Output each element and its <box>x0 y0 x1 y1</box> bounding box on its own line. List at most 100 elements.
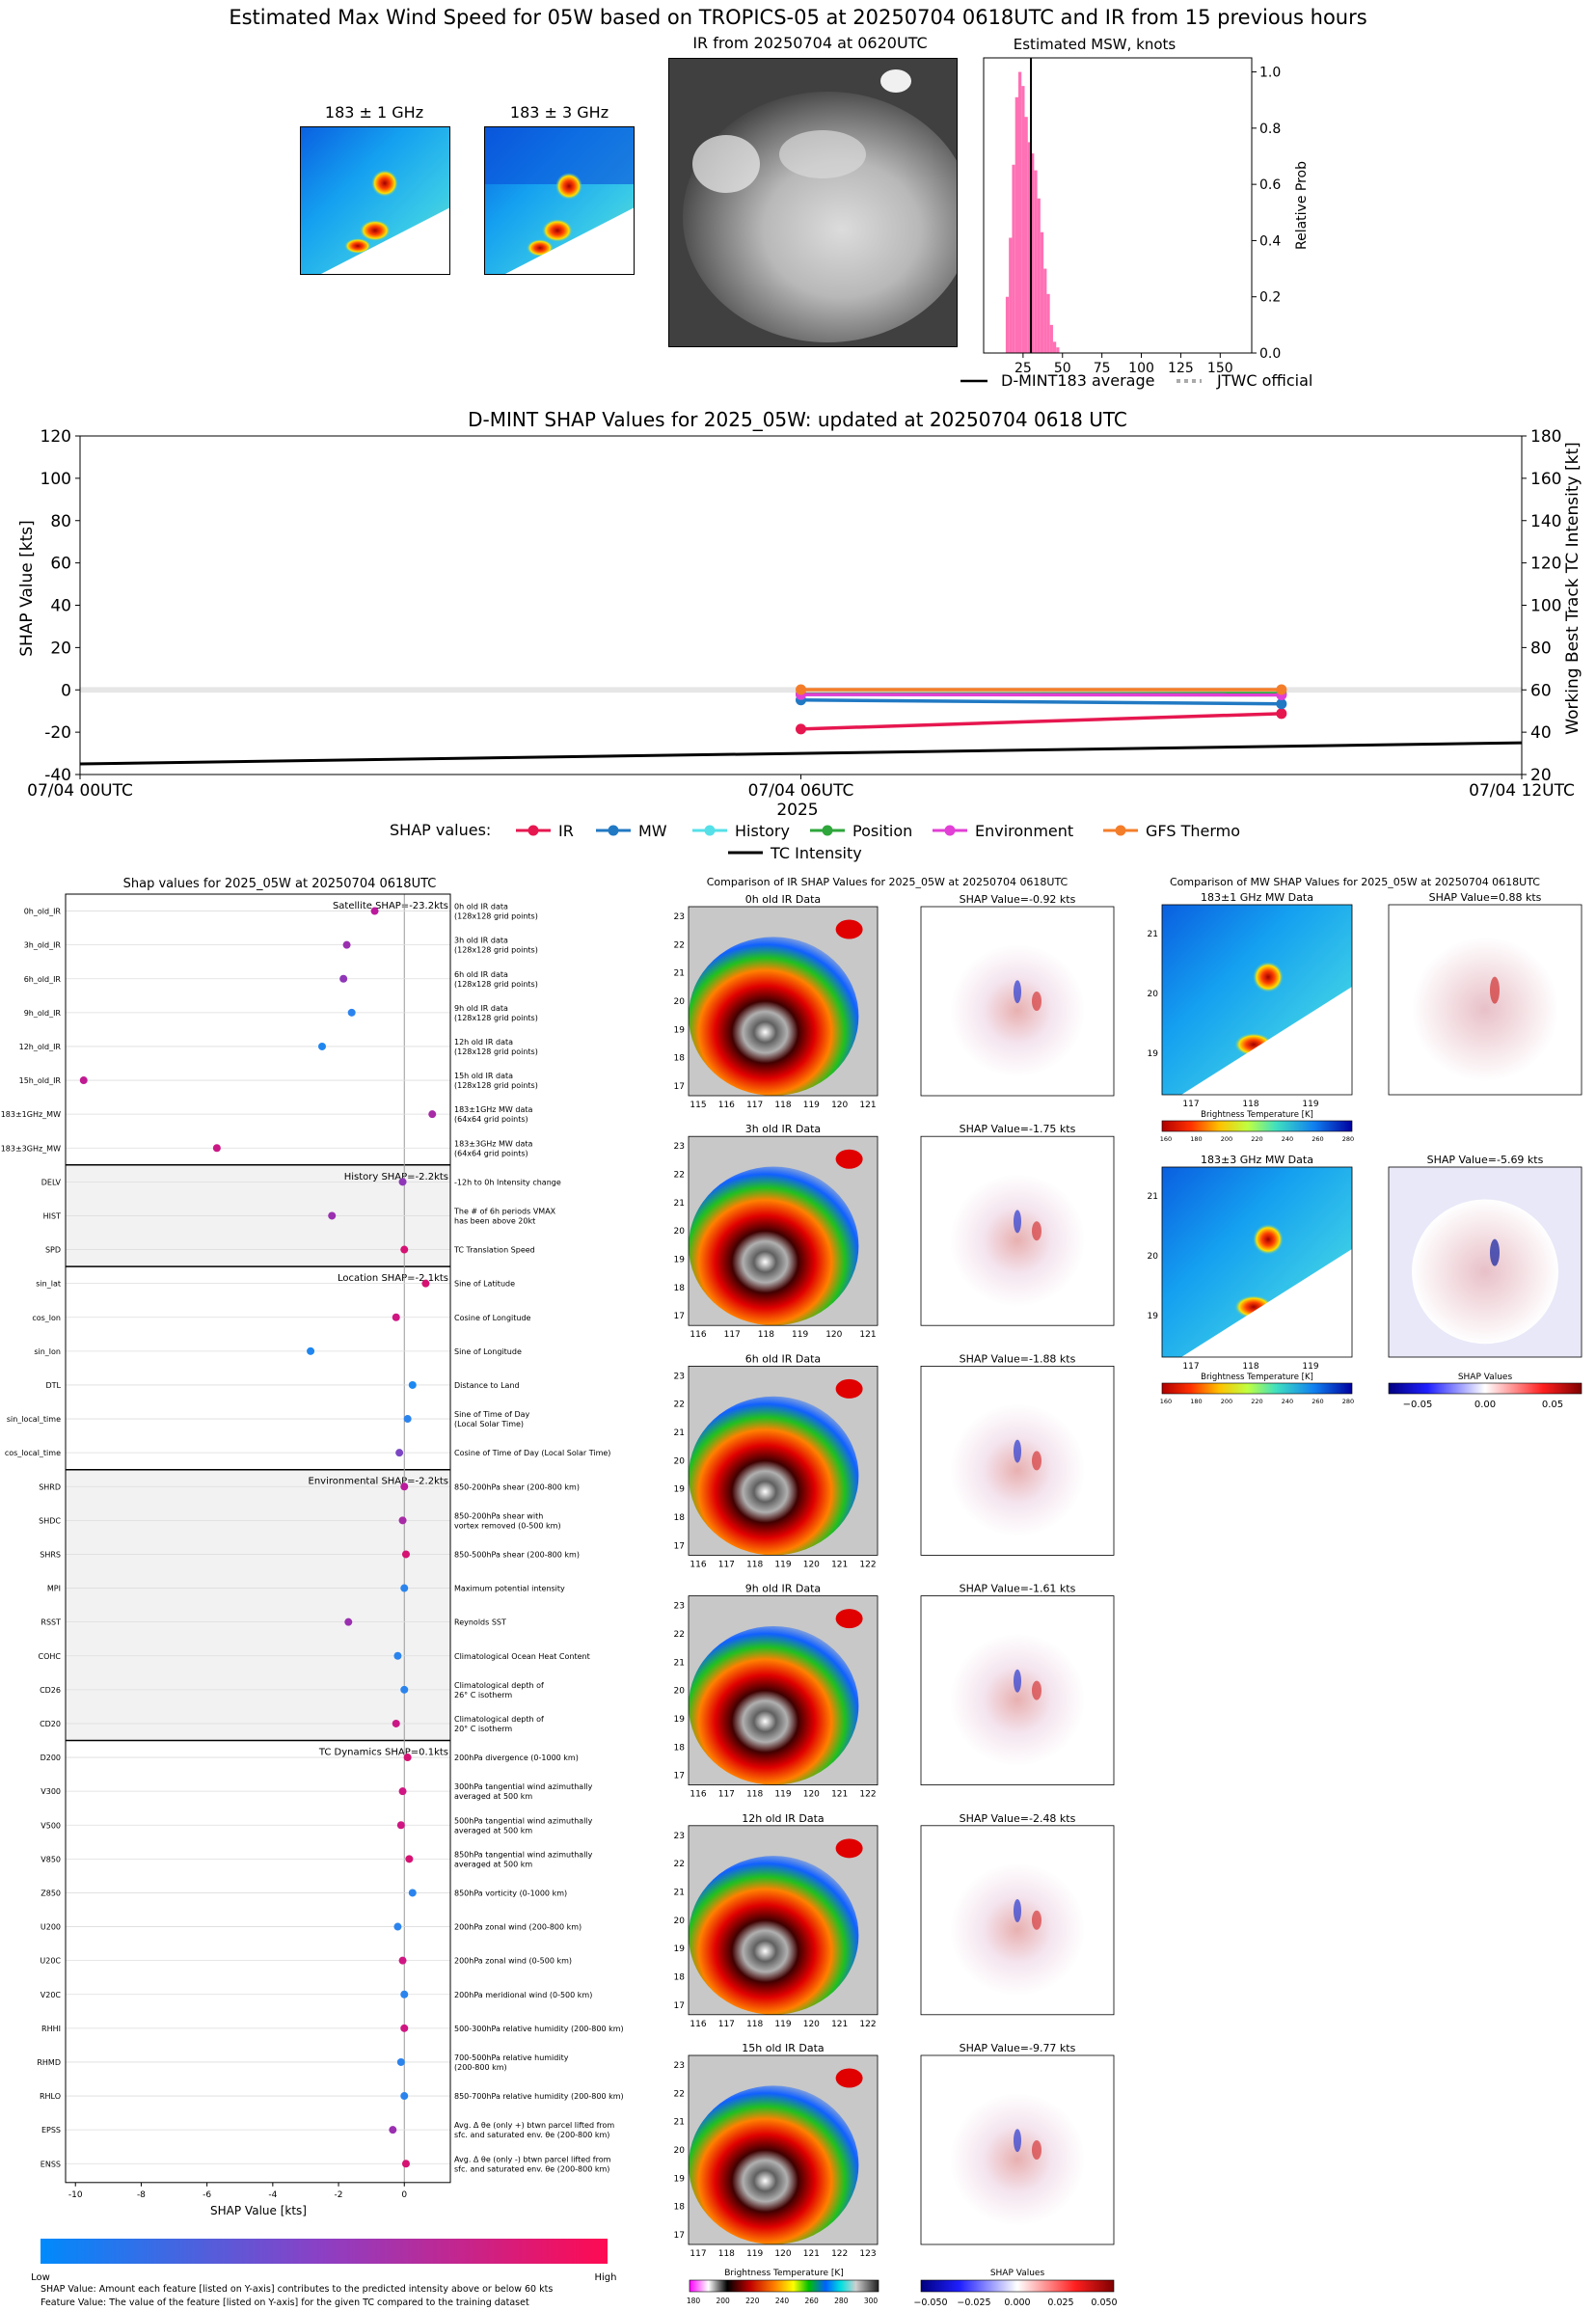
ir-ytick-label: 17 <box>674 1772 685 1781</box>
ir-cb-tick: 180 <box>687 2297 701 2305</box>
legend-label-ir: IR <box>558 822 574 840</box>
ir-panel-storm <box>689 1166 859 1326</box>
ir-ytick-label: 20 <box>674 2146 686 2156</box>
hist-ytick-label: 0.4 <box>1259 233 1281 249</box>
ts-xtick-label: 07/04 00UTC <box>27 781 133 801</box>
cb-high-label: High <box>595 2272 617 2283</box>
feature-desc: (128x128 grid points) <box>454 1014 538 1022</box>
feature-desc: (128x128 grid points) <box>454 946 538 955</box>
feature-dot <box>396 1821 405 1830</box>
ir-xtick-label: 121 <box>859 1101 876 1110</box>
ir-ytick-label: 22 <box>674 1400 685 1410</box>
shap-panel-frame <box>920 2054 1115 2245</box>
ir-ytick-label: 19 <box>674 1715 686 1725</box>
ir-xtick-label: 120 <box>803 1560 820 1569</box>
mw-xtick-label: 119 <box>1302 1100 1318 1109</box>
ir-ytick-label: 18 <box>674 1972 686 1982</box>
series-line-tc-intensity <box>79 741 1523 766</box>
hist-bar-11 <box>1040 231 1044 353</box>
mw-cb-tick: 160 <box>1160 1135 1172 1143</box>
shap-panel-title: SHAP Value=-0.92 kts <box>960 893 1076 906</box>
feature-desc: (200-800 km) <box>454 2063 507 2072</box>
shap-panel-blob <box>950 1633 1085 1766</box>
feature-name: V500 <box>41 1821 61 1830</box>
ts-ytick-label: 20 <box>50 639 71 658</box>
feature-dot <box>398 1516 407 1525</box>
feature-dot <box>400 1245 409 1254</box>
ir-ytick-label: 21 <box>674 969 685 979</box>
mw-panel-frame <box>1161 1166 1353 1358</box>
legend-mint-label: D-MINT183 average <box>1001 371 1154 390</box>
ir-cb-tick: 240 <box>775 2297 790 2305</box>
feature-dot <box>398 1956 407 1965</box>
ir-xtick-label: 119 <box>803 1101 820 1110</box>
hist-frame <box>983 57 1253 354</box>
feature-xtick-label: -6 <box>203 2190 211 2200</box>
ir-comparison: Comparison of IR SHAP Values for 2025_05… <box>674 876 1118 2308</box>
ts-ytick-label: 60 <box>50 555 71 574</box>
hist-xtick-label: 25 <box>1014 361 1032 376</box>
feature-desc: 20° C isotherm <box>454 1725 512 1733</box>
ir-xtick-label: 121 <box>859 1330 876 1340</box>
bar-note-2: Feature Value: The value of the feature … <box>41 2297 529 2308</box>
shap-panel-title: SHAP Value=-1.88 kts <box>960 1352 1076 1365</box>
feature-dot <box>347 1008 356 1017</box>
ir-panel-title: 9h old IR Data <box>745 1583 821 1595</box>
feature-desc: 850-200hPa shear (200-800 km) <box>454 1482 580 1491</box>
hist-plot: 25 50 75 100 125 150 0.0 0.2 0.4 0.6 0.8 1.0 Relativ… <box>983 57 1310 376</box>
feature-desc: sfc. and saturated env. θe (200-800 km) <box>454 2131 609 2139</box>
feature-desc: 183±1GHz MW data <box>454 1105 532 1114</box>
feature-dot <box>400 1685 409 1694</box>
feature-desc: 12h old IR data <box>454 1038 513 1047</box>
ir-ytick-label: 23 <box>674 912 685 922</box>
mw1-title: 183 ± 1 GHz <box>324 103 424 122</box>
shap-panel-blob <box>950 944 1085 1077</box>
ir-panel-storm <box>689 1856 859 2015</box>
main-title: Estimated Max Wind Speed for 05W based o… <box>229 6 1367 29</box>
mw-shap-title: SHAP Value=0.88 kts <box>1429 891 1542 904</box>
shap-panel-neg <box>1014 2129 1021 2153</box>
feature-name: 12h_old_IR <box>19 1043 62 1051</box>
shap-panel-frame <box>920 1366 1115 1556</box>
shap-ts-ylabel-left: SHAP Value [kts] <box>17 520 37 657</box>
shap-panel-frame <box>920 1825 1115 2016</box>
hist-bar-7 <box>1027 142 1032 353</box>
feature-desc: 850hPa tangential wind azimuthally <box>454 1850 593 1859</box>
mw-cb-tick: 280 <box>1342 1398 1354 1405</box>
mw-cb-tick: 260 <box>1312 1398 1323 1405</box>
ir-ytick-label: 18 <box>674 1743 686 1753</box>
feature-name: cos_lon <box>32 1314 61 1322</box>
ir-xtick-label: 117 <box>718 1560 735 1569</box>
ir-ytick-label: 17 <box>674 2231 685 2241</box>
mw-cb-tick: 280 <box>1342 1135 1354 1143</box>
mw-cb-tick: 200 <box>1221 1135 1232 1143</box>
ir-ytick-label: 23 <box>674 1832 685 1841</box>
feature-dot <box>396 2057 405 2066</box>
shap-panel-neg <box>1014 980 1021 1004</box>
ir-xtick-label: 121 <box>831 1560 848 1569</box>
feature-desc: Sine of Time of Day <box>454 1410 530 1419</box>
mw-panel-eye <box>1253 962 1284 992</box>
feature-dot <box>428 1110 437 1119</box>
ir-panel-cell <box>835 1149 863 1169</box>
mw-cb-tick: 160 <box>1160 1398 1172 1405</box>
feature-name: V850 <box>41 1855 61 1863</box>
ir-xtick-label: 116 <box>718 1101 735 1110</box>
feature-desc: (128x128 grid points) <box>454 912 538 921</box>
feature-name: 183±1GHz_MW <box>1 1110 61 1119</box>
ts-y2tick-label: 60 <box>1530 681 1552 700</box>
feature-desc: 3h old IR data <box>454 937 508 945</box>
mw-cb-tick: 260 <box>1312 1135 1323 1143</box>
ts-y2tick-label: 100 <box>1530 597 1561 616</box>
series-point-gfs-thermo <box>1276 684 1287 695</box>
feature-name: 0h_old_IR <box>24 908 62 916</box>
ir-panel-cell <box>835 919 863 939</box>
mw-shap-blob <box>1412 937 1558 1082</box>
feature-xtick-label: -2 <box>335 2190 343 2200</box>
feature-desc: 500-300hPa relative humidity (200-800 km… <box>454 2025 624 2033</box>
ts-xtick-label: 07/04 12UTC <box>1469 781 1575 801</box>
feature-dot <box>400 2092 409 2101</box>
hist-bar-3 <box>1014 96 1018 354</box>
feature-dot <box>403 1415 412 1424</box>
feature-desc: (128x128 grid points) <box>454 1081 538 1090</box>
